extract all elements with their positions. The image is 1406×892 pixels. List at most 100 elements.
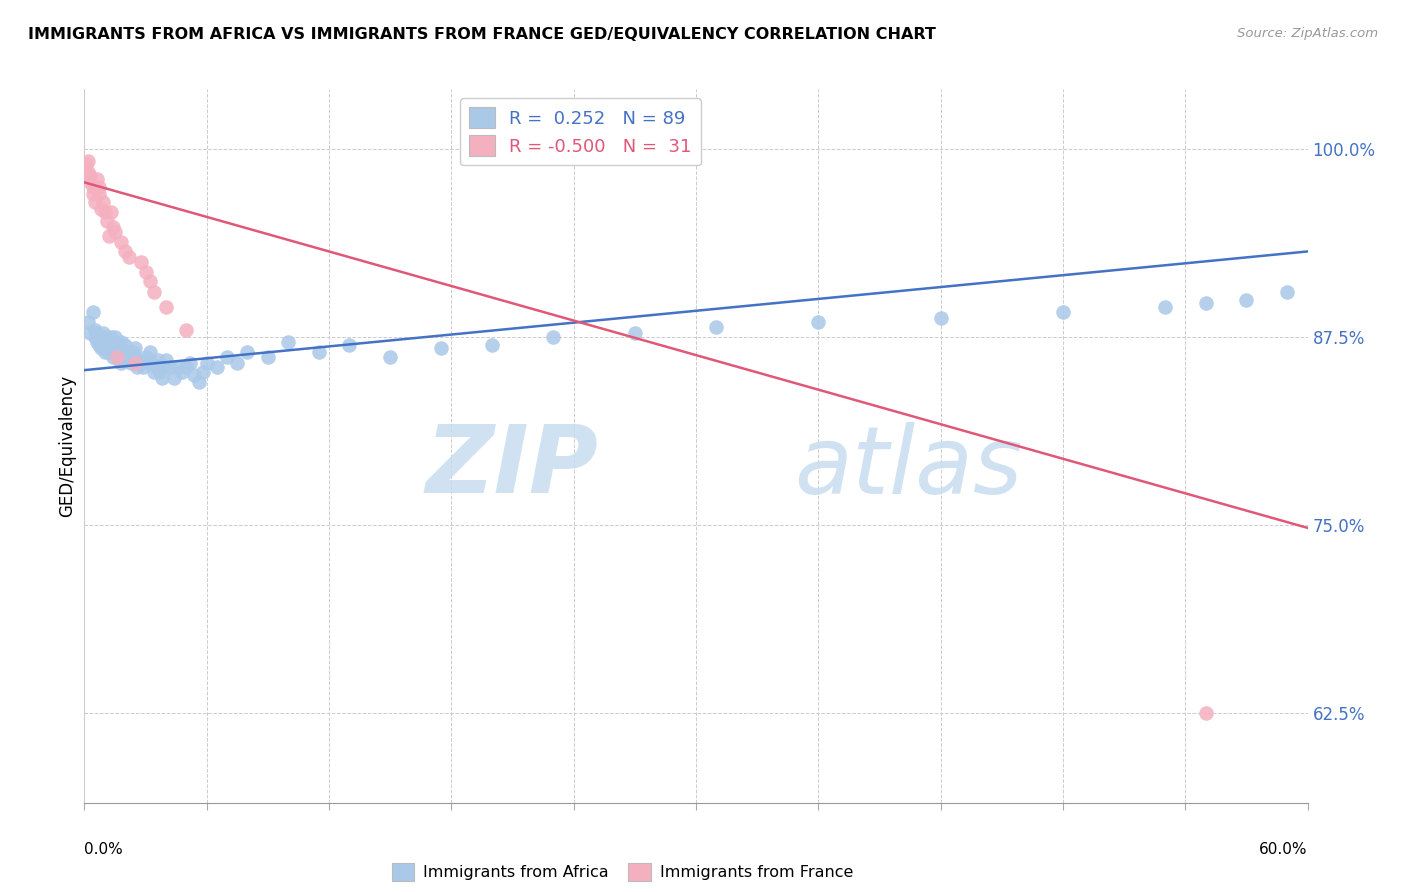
Point (135, 265, 157, 279)
Point (146, 352, 169, 367)
Point (135, 350, 157, 364)
Point (83, 194, 105, 209)
Point (87, 187, 110, 202)
Point (624, 326, 647, 340)
Point (308, 345, 330, 359)
Point (90, 333, 112, 347)
Point (430, 341, 453, 355)
Point (153, 360, 176, 375)
Point (187, 375, 209, 389)
Point (91, 334, 114, 349)
Point (86, 326, 108, 340)
Point (128, 352, 150, 367)
Point (96, 333, 118, 347)
Point (159, 360, 181, 375)
Point (481, 337, 503, 351)
Text: Source: ZipAtlas.com: Source: ZipAtlas.com (1237, 27, 1378, 40)
Point (205, 360, 228, 375)
Point (100, 205, 122, 219)
Point (120, 356, 142, 370)
Y-axis label: GED/Equivalency: GED/Equivalency (58, 375, 76, 517)
Point (110, 356, 132, 370)
Point (79, 175, 101, 189)
Point (380, 350, 402, 364)
Point (108, 341, 131, 355)
Point (1275, 285, 1298, 299)
Point (101, 220, 124, 235)
Point (1195, 706, 1218, 720)
Point (124, 356, 146, 370)
Point (195, 356, 218, 370)
Point (1052, 304, 1074, 318)
Text: IMMIGRANTS FROM AFRICA VS IMMIGRANTS FROM FRANCE GED/EQUIVALENCY CORRELATION CHA: IMMIGRANTS FROM AFRICA VS IMMIGRANTS FRO… (28, 27, 936, 42)
Point (124, 341, 146, 355)
Point (179, 356, 201, 370)
Point (86, 172, 108, 186)
Point (163, 370, 186, 384)
Point (149, 365, 172, 379)
Point (82, 304, 104, 318)
Point (174, 322, 197, 336)
Point (114, 337, 136, 351)
Point (277, 334, 299, 349)
Text: ZIP: ZIP (425, 421, 598, 514)
Point (87, 330, 110, 344)
Point (75, 157, 97, 171)
Point (87, 179, 110, 194)
Point (77, 315, 100, 329)
Point (101, 341, 124, 355)
Point (90, 341, 112, 355)
Point (105, 350, 128, 364)
Point (236, 345, 259, 359)
Point (97, 345, 120, 359)
Point (138, 345, 160, 359)
Point (82, 179, 104, 194)
Point (183, 368, 205, 382)
Point (105, 337, 128, 351)
Point (1153, 300, 1175, 314)
Point (124, 350, 146, 364)
Legend: Immigrants from Africa, Immigrants from France: Immigrants from Africa, Immigrants from … (385, 856, 860, 888)
Point (138, 275, 160, 289)
Point (127, 360, 149, 375)
Point (807, 315, 830, 329)
Point (100, 337, 122, 351)
Point (131, 356, 153, 370)
Point (77, 154, 100, 169)
Point (122, 345, 145, 359)
Point (93, 205, 115, 219)
Point (93, 337, 115, 351)
Point (93, 345, 115, 359)
Point (142, 285, 165, 299)
Point (110, 334, 132, 349)
Point (104, 225, 127, 239)
Point (132, 360, 155, 375)
Point (155, 352, 177, 367)
Point (167, 360, 190, 375)
Point (108, 352, 131, 367)
Point (145, 360, 167, 375)
Point (83, 330, 105, 344)
Point (1234, 293, 1257, 307)
Point (150, 370, 173, 384)
Point (141, 356, 163, 370)
Point (704, 319, 728, 334)
Point (543, 330, 565, 344)
Point (91, 194, 114, 209)
Point (226, 356, 249, 370)
Point (114, 352, 136, 367)
Point (1398, 270, 1406, 285)
Point (112, 345, 135, 359)
Point (118, 251, 141, 265)
Point (100, 330, 122, 344)
Point (172, 365, 194, 379)
Point (155, 300, 177, 314)
Point (77, 165, 100, 179)
Point (115, 345, 138, 359)
Point (87, 337, 110, 351)
Text: atlas: atlas (794, 422, 1022, 513)
Point (131, 255, 153, 269)
Point (86, 334, 108, 349)
Point (191, 365, 214, 379)
Point (142, 365, 165, 379)
